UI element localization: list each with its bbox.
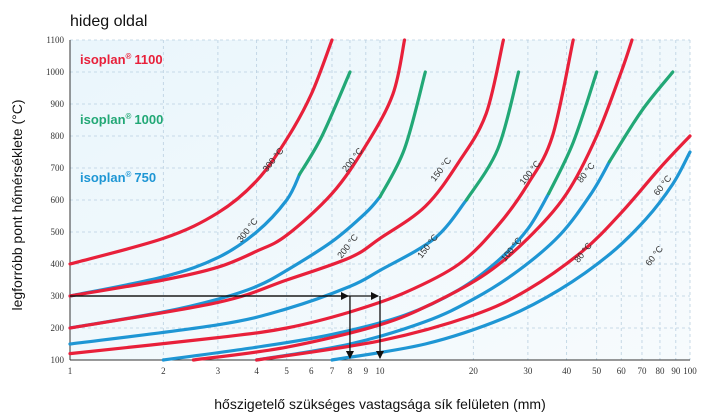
x-tick-label: 90	[671, 366, 681, 376]
x-tick-label: 7	[330, 366, 335, 376]
series-line	[255, 134, 692, 362]
y-tick-label: 200	[51, 323, 65, 333]
y-tick-label: 300	[51, 291, 65, 301]
y-tick-label: 800	[51, 131, 65, 141]
x-tick-label: 2	[161, 366, 166, 376]
series-line	[68, 38, 575, 356]
legend-mark: ®	[126, 52, 132, 61]
series-line	[68, 38, 334, 266]
x-axis-title: hőszigetelő szükséges vastagsága sík fel…	[214, 396, 546, 412]
legend-number: 750	[134, 170, 156, 185]
chart-title: hideg oldal	[70, 13, 147, 30]
series-line	[68, 172, 302, 298]
x-tick-label: 80	[655, 366, 665, 376]
x-tick-label: 3	[216, 366, 221, 376]
y-tick-label: 500	[51, 227, 65, 237]
series-line	[297, 70, 352, 176]
series-line	[464, 70, 521, 202]
legend-number: 1100	[134, 52, 162, 67]
x-tick-label: 10	[376, 366, 386, 376]
y-tick-label: 400	[51, 259, 65, 269]
legend-label: isoplan	[80, 112, 126, 127]
x-tick-label: 50	[592, 366, 602, 376]
legend-entry: isoplan® 1100	[80, 52, 163, 67]
legend-label: isoplan	[80, 52, 126, 67]
legend-number: 1000	[134, 112, 163, 127]
x-tick-label: 30	[523, 366, 533, 376]
y-axis-title: legforróbb pont hőmérséklete (°C)	[9, 99, 25, 310]
legend-mark: ®	[126, 112, 132, 121]
series-line	[191, 38, 634, 362]
y-tick-label: 1100	[46, 35, 64, 45]
legend-mark: ®	[126, 170, 132, 179]
series-line	[68, 198, 468, 346]
x-tick-label: 5	[284, 366, 289, 376]
x-tick-label: 1	[68, 366, 73, 376]
x-tick-label: 20	[469, 366, 479, 376]
x-tick-label: 8	[348, 366, 353, 376]
y-tick-label: 100	[51, 355, 65, 365]
x-tick-label: 70	[637, 366, 647, 376]
series-line	[378, 70, 427, 199]
y-tick-label: 1000	[46, 67, 65, 77]
legend-entry: isoplan® 750	[80, 170, 156, 185]
series-line	[68, 38, 505, 330]
series-line	[330, 150, 692, 362]
series-line	[68, 38, 407, 298]
y-tick-label: 700	[51, 163, 65, 173]
x-tick-label: 9	[364, 366, 369, 376]
y-tick-label: 900	[51, 99, 65, 109]
plot-area: 1 2 3 4 5 6 7 8 9 10 20 30 40 50 60 70 80 90 1001002003004…	[46, 35, 697, 376]
x-tick-label: 6	[309, 366, 314, 376]
x-tick-label: 60	[617, 366, 627, 376]
x-tick-label: 4	[254, 366, 259, 376]
legend-label: isoplan	[80, 170, 126, 185]
legend-entry: isoplan® 1000	[80, 112, 163, 127]
x-tick-label: 100	[683, 366, 697, 376]
x-tick-label: 40	[562, 366, 572, 376]
series-line	[547, 70, 599, 196]
series-line	[607, 70, 675, 164]
series-group	[68, 38, 692, 362]
y-tick-label: 600	[51, 195, 65, 205]
